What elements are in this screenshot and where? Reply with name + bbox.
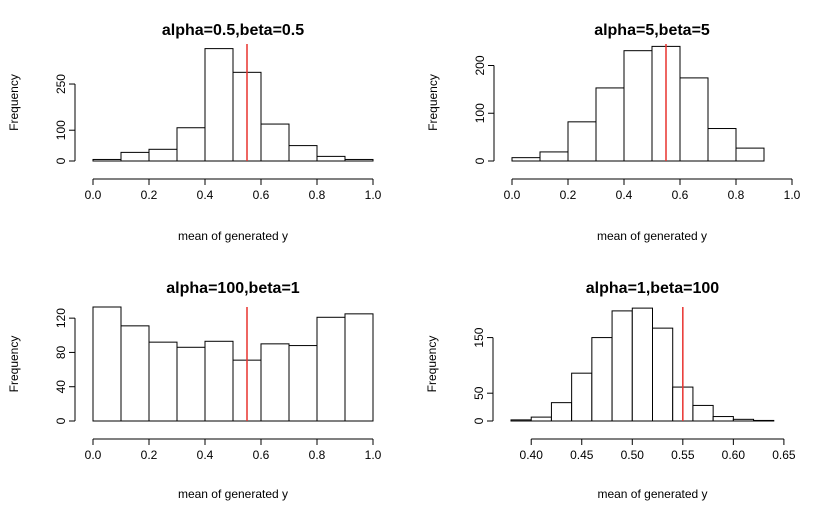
histogram-bar: [120, 151, 150, 162]
y-tick-label: 100: [54, 120, 68, 140]
histogram-bar: [344, 313, 374, 422]
histogram-bar: [92, 158, 122, 162]
histogram-bar: [571, 372, 593, 422]
histogram-bar: [288, 345, 318, 422]
y-tick-label: 80: [54, 345, 68, 359]
histogram-bar: [595, 87, 625, 162]
y-axis-label: Frequency: [425, 336, 439, 393]
x-tick-label: 0.8: [309, 188, 326, 202]
histogram-bar: [732, 418, 755, 422]
histogram-bar: [567, 121, 597, 162]
y-axis-label: Frequency: [7, 74, 21, 131]
y-tick-label: 0: [473, 157, 487, 164]
panel-title: alpha=5,beta=5: [594, 22, 710, 39]
x-tick-label: 0.6: [253, 188, 270, 202]
histogram-bar: [511, 157, 541, 162]
histogram-bar: [623, 50, 653, 162]
x-tick-label: 0.4: [197, 448, 214, 462]
x-tick-label: 0.0: [85, 188, 102, 202]
y-tick-label: 100: [473, 103, 487, 123]
x-tick-label: 0.0: [85, 448, 102, 462]
x-tick-label: 0.6: [672, 188, 689, 202]
histogram-bar: [176, 127, 206, 162]
x-tick-label: 0.2: [141, 448, 158, 462]
histogram-bar: [631, 307, 653, 422]
x-tick-label: 1.0: [784, 188, 801, 202]
x-tick-label: 0.65: [772, 448, 796, 462]
histogram-bar: [707, 128, 737, 162]
histogram-bar: [692, 404, 714, 422]
histogram-bar: [288, 145, 318, 162]
histogram-panel-1: alpha=0.5,beta=0.5 0.0 0.2 0.4 0.6 0.8 1.0 0 100…: [7, 22, 382, 243]
histogram-bar: [679, 77, 709, 162]
histogram-bar: [611, 310, 633, 422]
x-tick-label: 0.45: [570, 448, 594, 462]
histogram-bar: [260, 343, 290, 422]
histogram-bar: [148, 148, 178, 162]
panel-title: alpha=100,beta=1: [166, 280, 300, 297]
histogram-bar: [260, 123, 290, 162]
histogram-bar: [204, 48, 234, 162]
x-tick-label: 0.0: [504, 188, 521, 202]
histogram-bar: [550, 402, 573, 422]
x-tick-label: 0.8: [309, 448, 326, 462]
y-tick-label: 0: [472, 417, 486, 424]
histogram-bar: [344, 158, 374, 162]
histogram-bar: [176, 346, 206, 422]
y-tick-label: 120: [54, 308, 68, 328]
x-tick-label: 0.2: [141, 188, 158, 202]
y-tick-label: 0: [54, 157, 68, 164]
panel-title: alpha=0.5,beta=0.5: [162, 22, 304, 39]
y-tick-label: 50: [472, 386, 486, 400]
y-tick-label: 40: [54, 380, 68, 394]
histogram-bar: [316, 316, 346, 422]
histogram-panel-2: alpha=5,beta=5 0.0 0.2 0.4 0.6 0.8 1.0 0 100 200 m…: [426, 22, 801, 243]
y-axis-label: Frequency: [426, 74, 440, 131]
histogram-bar: [148, 341, 178, 422]
histogram-bar: [316, 155, 346, 162]
x-axis-label: mean of generated y: [597, 487, 707, 501]
panel-title: alpha=1,beta=100: [586, 280, 720, 297]
x-tick-label: 0.50: [621, 448, 645, 462]
x-tick-label: 0.2: [560, 188, 577, 202]
x-tick-label: 0.55: [671, 448, 695, 462]
x-tick-label: 0.4: [197, 188, 214, 202]
histogram-bar: [510, 419, 532, 422]
histogram-bar: [712, 416, 734, 422]
histogram-bar: [753, 419, 775, 422]
x-tick-label: 0.40: [520, 448, 544, 462]
x-tick-label: 1.0: [365, 188, 382, 202]
x-axis-label: mean of generated y: [178, 487, 288, 501]
y-tick-label: 150: [472, 327, 486, 347]
histogram-bar: [530, 416, 552, 422]
x-tick-label: 1.0: [365, 448, 382, 462]
histogram-bar: [92, 306, 122, 422]
y-tick-label: 0: [54, 417, 68, 424]
histogram-panel-4: alpha=1,beta=100 0.40 0.45 0.50 0.55 0.60 0.65…: [425, 280, 796, 501]
x-tick-label: 0.8: [728, 188, 745, 202]
histogram-bar: [652, 327, 674, 422]
histogram-bar: [735, 147, 765, 162]
histogram-bar: [591, 337, 613, 422]
histogram-bar: [120, 325, 150, 422]
histogram-panel-3: alpha=100,beta=1 0.0 0.2 0.4 0.6 0.8 1.0 0 40 80 1…: [7, 280, 382, 501]
x-tick-label: 0.60: [722, 448, 746, 462]
y-tick-label: 200: [473, 55, 487, 75]
x-tick-label: 0.6: [253, 448, 270, 462]
x-axis-label: mean of generated y: [178, 229, 288, 243]
histogram-bar: [539, 151, 569, 162]
y-axis-label: Frequency: [7, 336, 21, 393]
x-axis-label: mean of generated y: [597, 229, 707, 243]
histogram-bar: [204, 340, 234, 422]
y-tick-label: 250: [54, 74, 68, 94]
x-tick-label: 0.4: [616, 188, 633, 202]
